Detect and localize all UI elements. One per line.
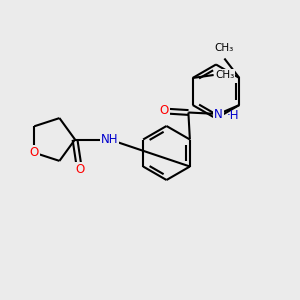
Text: NH: NH <box>101 133 118 146</box>
Text: O: O <box>160 104 169 118</box>
Text: CH₃: CH₃ <box>215 43 234 53</box>
Text: ·H: ·H <box>227 109 239 122</box>
Text: CH₃: CH₃ <box>215 70 234 80</box>
Text: O: O <box>75 163 84 176</box>
Text: N: N <box>214 107 223 121</box>
Text: O: O <box>30 146 39 159</box>
